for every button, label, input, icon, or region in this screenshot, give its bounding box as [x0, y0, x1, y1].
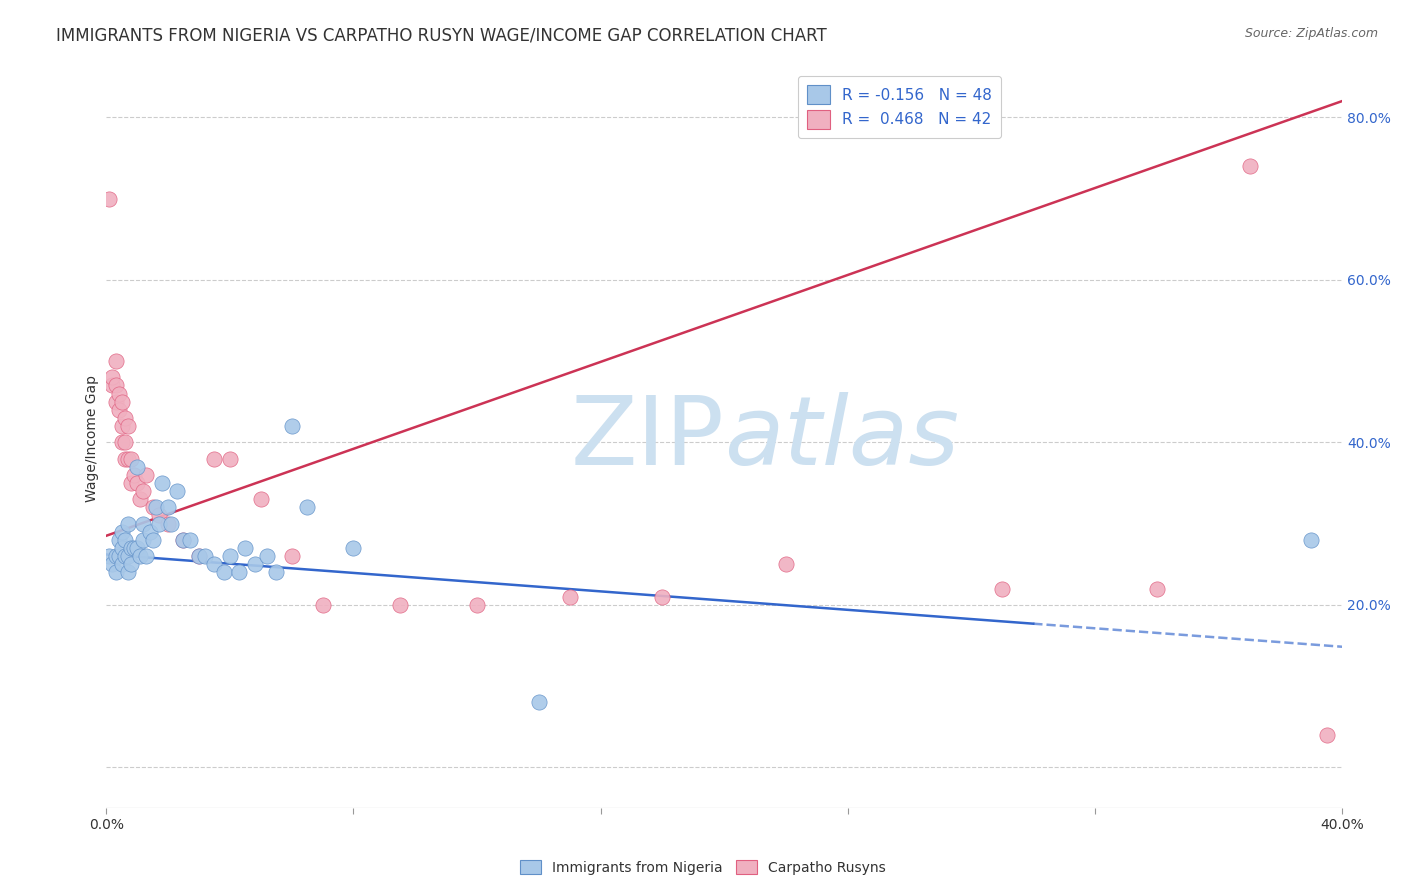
Point [114, 411, 136, 425]
Point [295, 500, 318, 515]
Point [558, 590, 581, 604]
Point [280, 549, 302, 563]
Point [342, 541, 364, 555]
Point [111, 435, 134, 450]
Point [311, 598, 333, 612]
Point [101, 370, 124, 384]
Point [117, 566, 139, 580]
Point [98, 549, 121, 563]
Point [173, 533, 195, 547]
Point [142, 500, 165, 515]
Point [104, 354, 127, 368]
Point [194, 549, 217, 563]
Point [148, 508, 170, 523]
Point [142, 533, 165, 547]
Point [114, 549, 136, 563]
Point [256, 549, 278, 563]
Point [114, 533, 136, 547]
Point [98, 192, 121, 206]
Point [138, 524, 160, 539]
Point [111, 524, 134, 539]
Point [120, 541, 142, 555]
Point [150, 475, 173, 490]
Point [212, 566, 235, 580]
Text: atlas: atlas [724, 392, 959, 484]
Point [101, 378, 124, 392]
Point [122, 467, 145, 482]
Point [117, 451, 139, 466]
Point [129, 549, 152, 563]
Point [202, 558, 225, 572]
Point [117, 516, 139, 531]
Point [775, 558, 797, 572]
Point [122, 541, 145, 555]
Point [111, 394, 134, 409]
Point [187, 549, 209, 563]
Point [135, 467, 157, 482]
Point [264, 566, 287, 580]
Point [1301, 533, 1323, 547]
Point [129, 492, 152, 507]
Point [132, 516, 155, 531]
Point [117, 549, 139, 563]
Point [104, 549, 127, 563]
Point [107, 386, 129, 401]
Point [249, 492, 271, 507]
Point [157, 516, 180, 531]
Point [145, 500, 167, 515]
Point [173, 533, 195, 547]
Point [218, 549, 240, 563]
Point [104, 378, 127, 392]
Text: Source: ZipAtlas.com: Source: ZipAtlas.com [1244, 27, 1378, 40]
Point [114, 435, 136, 450]
Point [1316, 728, 1339, 742]
Point [228, 566, 250, 580]
Point [127, 475, 149, 490]
Point [218, 451, 240, 466]
Point [104, 566, 127, 580]
Text: IMMIGRANTS FROM NIGERIA VS CARPATHO RUSYN WAGE/INCOME GAP CORRELATION CHART: IMMIGRANTS FROM NIGERIA VS CARPATHO RUSY… [56, 27, 827, 45]
Point [127, 541, 149, 555]
Point [280, 419, 302, 434]
Text: ZIP: ZIP [571, 392, 724, 484]
Legend: R = -0.156   N = 48, R =  0.468   N = 42: R = -0.156 N = 48, R = 0.468 N = 42 [797, 76, 1001, 138]
Point [120, 451, 142, 466]
Point [120, 475, 142, 490]
Point [179, 533, 201, 547]
Point [243, 558, 266, 572]
Point [160, 516, 183, 531]
Point [187, 549, 209, 563]
Point [114, 451, 136, 466]
Point [148, 516, 170, 531]
Point [527, 695, 550, 709]
Point [465, 598, 488, 612]
Point [233, 541, 256, 555]
Point [388, 598, 411, 612]
Legend: Immigrants from Nigeria, Carpatho Rusyns: Immigrants from Nigeria, Carpatho Rusyns [515, 855, 891, 880]
Point [101, 558, 124, 572]
Point [157, 500, 180, 515]
Point [1239, 159, 1261, 173]
Point [120, 558, 142, 572]
Point [107, 533, 129, 547]
Point [117, 419, 139, 434]
Point [202, 451, 225, 466]
Point [111, 419, 134, 434]
Point [107, 402, 129, 417]
Point [104, 394, 127, 409]
Point [127, 459, 149, 474]
Point [132, 484, 155, 499]
Point [991, 582, 1014, 596]
Point [132, 533, 155, 547]
Point [651, 590, 673, 604]
Point [111, 558, 134, 572]
Point [135, 549, 157, 563]
Point [107, 549, 129, 563]
Point [1146, 582, 1168, 596]
Point [166, 484, 188, 499]
Point [111, 541, 134, 555]
Y-axis label: Wage/Income Gap: Wage/Income Gap [86, 375, 100, 502]
